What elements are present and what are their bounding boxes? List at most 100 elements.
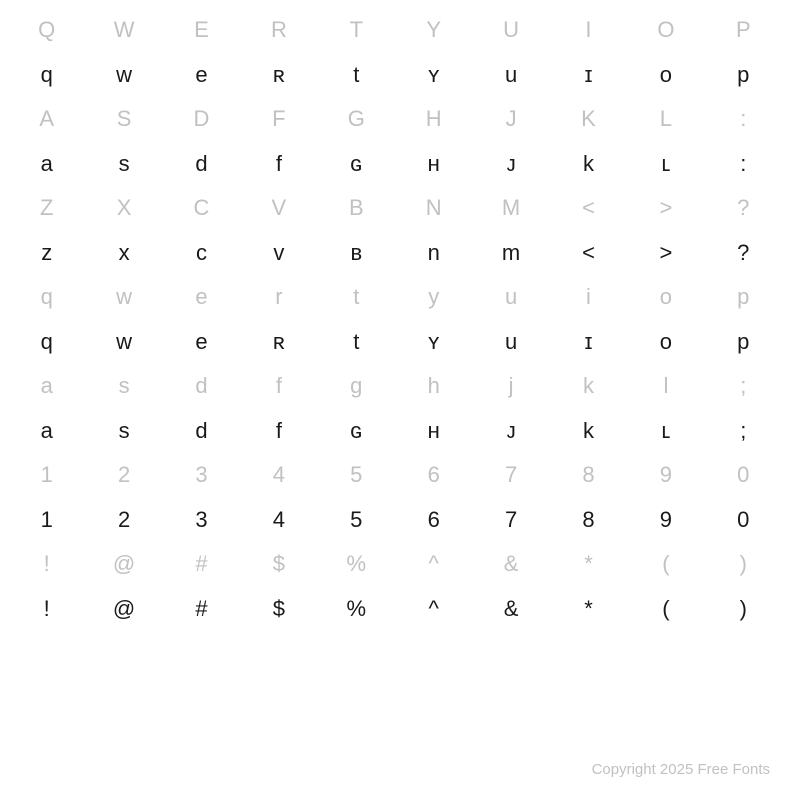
glyph-cell: < [550,186,627,231]
glyph-cell: x [85,231,162,276]
glyph-cell: ɢ [318,142,395,187]
glyph-cell: o [627,320,704,365]
glyph-cell: 3 [163,498,240,543]
glyph-cell: t [318,53,395,98]
glyph-cell: ) [705,587,782,632]
glyph-cell: ʟ [627,409,704,454]
glyph-cell: 1 [8,498,85,543]
glyph-cell: @ [85,587,162,632]
glyph-cell: N [395,186,472,231]
glyph-cell: t [318,275,395,320]
glyph-cell: : [705,142,782,187]
glyph-cell: ) [705,542,782,587]
glyph-cell: u [472,320,549,365]
glyph-cell: G [318,97,395,142]
glyph-cell: 9 [627,453,704,498]
glyph-cell: I [550,8,627,53]
glyph-cell: r [240,275,317,320]
glyph-cell: B [318,186,395,231]
glyph-cell: > [627,231,704,276]
glyph-cell: ? [705,231,782,276]
glyph-cell: d [163,142,240,187]
glyph-cell: ! [8,587,85,632]
glyph-cell: W [85,8,162,53]
glyph-cell: j [472,364,549,409]
glyph-cell: T [318,8,395,53]
glyph-cell: f [240,142,317,187]
glyph-cell: 8 [550,498,627,543]
glyph-cell: & [472,542,549,587]
glyph-cell: 2 [85,498,162,543]
glyph-cell: 4 [240,498,317,543]
glyph-cell: # [163,542,240,587]
glyph-cell: a [8,409,85,454]
glyph-cell: P [705,8,782,53]
glyph-cell: w [85,320,162,365]
glyph-cell: ɪ [550,320,627,365]
glyph-cell: C [163,186,240,231]
glyph-cell: ; [705,409,782,454]
glyph-cell: < [550,231,627,276]
glyph-cell: q [8,275,85,320]
glyph-cell: q [8,53,85,98]
glyph-cell: H [395,97,472,142]
glyph-cell: l [627,364,704,409]
glyph-cell: s [85,409,162,454]
glyph-cell: h [395,364,472,409]
glyph-cell: e [163,275,240,320]
glyph-cell: # [163,587,240,632]
glyph-cell: d [163,409,240,454]
glyph-cell: & [472,587,549,632]
glyph-cell: y [395,275,472,320]
glyph-cell: S [85,97,162,142]
glyph-cell: w [85,53,162,98]
glyph-cell: 6 [395,453,472,498]
glyph-cell: : [705,97,782,142]
glyph-cell: Y [395,8,472,53]
glyph-cell: e [163,320,240,365]
glyph-cell: d [163,364,240,409]
glyph-cell: f [240,409,317,454]
glyph-cell: 1 [8,453,85,498]
glyph-cell: ʏ [395,320,472,365]
glyph-cell: U [472,8,549,53]
glyph-cell: 0 [705,453,782,498]
glyph-cell: F [240,97,317,142]
glyph-cell: o [627,275,704,320]
glyph-cell: O [627,8,704,53]
glyph-cell: X [85,186,162,231]
glyph-cell: v [240,231,317,276]
character-grid: QWERTYUIOPqweʀtʏuɪopASDFGHJKL:asdfɢʜᴊkʟ:… [0,0,800,631]
glyph-cell: z [8,231,85,276]
glyph-cell: ɪ [550,53,627,98]
glyph-cell: ^ [395,587,472,632]
glyph-cell: > [627,186,704,231]
glyph-cell: R [240,8,317,53]
glyph-cell: w [85,275,162,320]
glyph-cell: ʀ [240,320,317,365]
glyph-cell: p [705,320,782,365]
glyph-cell: A [8,97,85,142]
glyph-cell: * [550,542,627,587]
glyph-cell: Q [8,8,85,53]
glyph-cell: ɢ [318,409,395,454]
glyph-cell: g [318,364,395,409]
glyph-cell: a [8,142,85,187]
glyph-cell: ( [627,587,704,632]
glyph-cell: ʀ [240,53,317,98]
glyph-cell: ᴊ [472,142,549,187]
glyph-cell: ( [627,542,704,587]
glyph-cell: ʙ [318,231,395,276]
glyph-cell: u [472,275,549,320]
glyph-cell: s [85,142,162,187]
glyph-cell: ʏ [395,53,472,98]
glyph-cell: @ [85,542,162,587]
glyph-cell: k [550,409,627,454]
glyph-cell: ? [705,186,782,231]
glyph-cell: i [550,275,627,320]
glyph-cell: n [395,231,472,276]
glyph-cell: L [627,97,704,142]
glyph-cell: p [705,53,782,98]
glyph-cell: 2 [85,453,162,498]
glyph-cell: ʜ [395,409,472,454]
